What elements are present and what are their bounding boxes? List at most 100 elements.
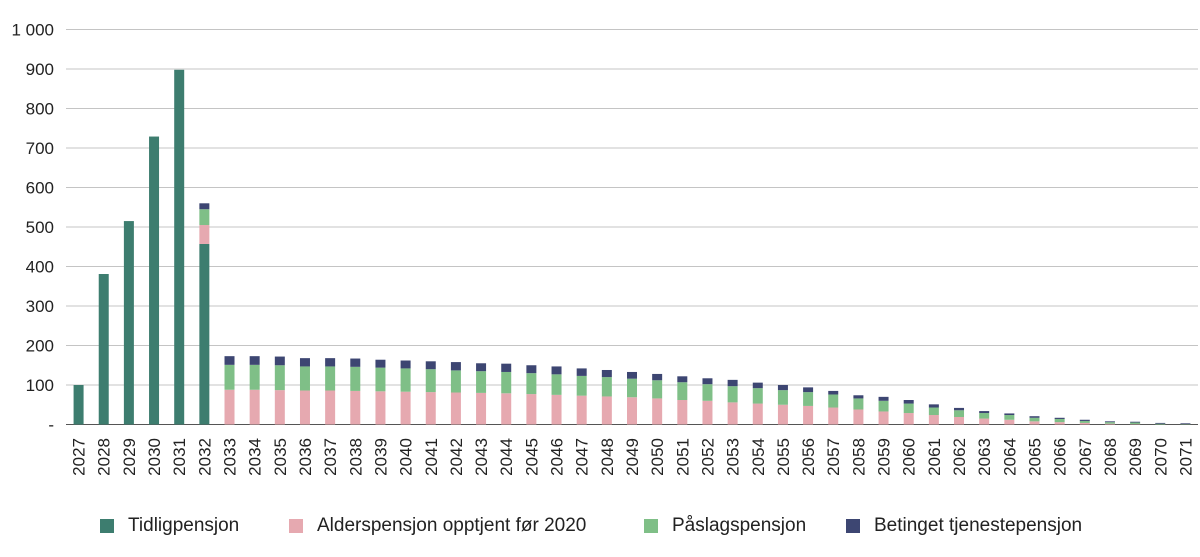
bar-segment-alderspensjon-2044	[501, 393, 512, 425]
bar-segment-paslagspensjon-2057	[828, 394, 839, 408]
bar-segment-paslagspensjon-2042	[450, 370, 461, 393]
legend-item-paslagspensjon: Påslagspensjon	[644, 515, 806, 537]
bar-segment-paslagspensjon-2038	[350, 366, 361, 391]
x-tick-label: 2060	[900, 438, 919, 476]
bar-segment-alderspensjon-2054	[752, 403, 763, 425]
legend-item-alderspensjon: Alderspensjon opptjent før 2020	[289, 515, 586, 537]
bar-segment-betinget-tjenestepensjon-2057	[828, 390, 839, 395]
bar-segment-alderspensjon-2059	[878, 411, 889, 425]
x-tick-label: 2041	[422, 438, 441, 476]
x-tick-label: 2069	[1126, 438, 1145, 476]
x-tick-label: 2056	[799, 438, 818, 476]
x-tick-label: 2044	[497, 438, 516, 476]
bar-segment-alderspensjon-2068	[1104, 423, 1115, 425]
x-tick-label: 2037	[321, 438, 340, 476]
x-tick-label: 2049	[623, 438, 642, 476]
bar-segment-betinget-tjenestepensjon-2052	[702, 378, 713, 385]
bar-segment-alderspensjon-2053	[727, 402, 738, 425]
bar-segment-paslagspensjon-2034	[249, 364, 260, 390]
y-tick-label: 700	[26, 139, 54, 158]
bar-segment-paslagspensjon-2060	[903, 403, 914, 414]
bar-segment-betinget-tjenestepensjon-2054	[752, 382, 763, 389]
x-tick-label: 2063	[975, 438, 994, 476]
bar-segment-betinget-tjenestepensjon-2039	[375, 359, 386, 368]
bar-segment-betinget-tjenestepensjon-2060	[903, 400, 914, 404]
bar-segment-betinget-tjenestepensjon-2053	[727, 379, 738, 387]
bar-segment-paslagspensjon-2033	[224, 364, 235, 390]
bar-segment-paslagspensjon-2036	[299, 366, 310, 391]
bar-segment-tidligpensjon-2029	[123, 221, 134, 425]
bars	[73, 69, 1191, 425]
bar-segment-betinget-tjenestepensjon-2037	[325, 358, 336, 367]
bar-segment-betinget-tjenestepensjon-2071	[1180, 423, 1191, 425]
bar-segment-paslagspensjon-2062	[954, 410, 965, 417]
bar-segment-betinget-tjenestepensjon-2067	[1079, 419, 1090, 421]
bar-segment-betinget-tjenestepensjon-2047	[576, 368, 587, 376]
x-axis-tick-labels: 2027 2028 2029 2030 2031 2032 2033 2034 2035 2036…	[70, 438, 1196, 476]
bar-segment-paslagspensjon-2040	[400, 368, 411, 392]
x-tick-label: 2048	[598, 438, 617, 476]
bar-segment-paslagspensjon-2053	[727, 386, 738, 403]
bar-segment-betinget-tjenestepensjon-2059	[878, 396, 889, 401]
x-tick-label: 2055	[774, 438, 793, 476]
bar-segment-paslagspensjon-2064	[1004, 415, 1015, 420]
x-tick-label: 2066	[1051, 438, 1070, 476]
bar-segment-alderspensjon-2055	[777, 404, 788, 425]
bar-segment-paslagspensjon-2043	[476, 371, 487, 393]
bar-segment-alderspensjon-2039	[375, 391, 386, 425]
bar-segment-paslagspensjon-2052	[702, 384, 713, 401]
bar-segment-betinget-tjenestepensjon-2044	[501, 363, 512, 372]
x-tick-label: 2038	[346, 438, 365, 476]
bar-segment-alderspensjon-2035	[274, 390, 285, 425]
x-tick-label: 2031	[170, 438, 189, 476]
bar-segment-paslagspensjon-2054	[752, 388, 763, 404]
y-tick-label: 600	[26, 179, 54, 198]
bar-segment-paslagspensjon-2047	[576, 375, 587, 396]
bar-segment-paslagspensjon-2046	[551, 374, 562, 395]
x-tick-label: 2040	[397, 438, 416, 476]
bar-segment-betinget-tjenestepensjon-2065	[1029, 416, 1040, 418]
bar-segment-betinget-tjenestepensjon-2064	[1004, 413, 1015, 416]
bar-segment-paslagspensjon-2069	[1130, 422, 1141, 425]
bar-segment-tidligpensjon-2028	[98, 274, 109, 425]
bar-segment-betinget-tjenestepensjon-2062	[954, 407, 965, 411]
y-axis-tick-labels: - 100 200 300 400 500 600 700 800 900 1 000	[11, 21, 54, 435]
x-tick-label: 2054	[749, 438, 768, 476]
bar-segment-paslagspensjon-2068	[1104, 422, 1115, 424]
bar-segment-tidligpensjon-2032	[199, 243, 210, 425]
x-tick-label: 2064	[1000, 438, 1019, 476]
bar-segment-alderspensjon-2056	[803, 405, 814, 425]
y-tick-label: 400	[26, 258, 54, 277]
bar-segment-betinget-tjenestepensjon-2056	[803, 387, 814, 393]
bar-segment-betinget-tjenestepensjon-2041	[425, 361, 436, 370]
bar-segment-alderspensjon-2041	[425, 392, 436, 425]
bar-segment-betinget-tjenestepensjon-2040	[400, 360, 411, 369]
bar-segment-betinget-tjenestepensjon-2032	[199, 203, 210, 210]
bar-segment-paslagspensjon-2037	[325, 366, 336, 391]
y-tick-label: 500	[26, 218, 54, 237]
x-tick-label: 2047	[573, 438, 592, 476]
legend-swatch-tidligpensjon	[100, 519, 114, 533]
bar-segment-betinget-tjenestepensjon-2036	[299, 358, 310, 367]
x-tick-label: 2071	[1176, 438, 1195, 476]
legend-label-paslagspensjon: Påslagspensjon	[672, 515, 807, 536]
bar-segment-paslagspensjon-2041	[425, 369, 436, 393]
bar-segment-alderspensjon-2048	[601, 396, 612, 425]
x-tick-label: 2046	[548, 438, 567, 476]
bar-segment-paslagspensjon-2035	[274, 365, 285, 391]
y-tick-label: 900	[26, 60, 54, 79]
bar-segment-paslagspensjon-2032	[199, 209, 210, 226]
bar-segment-paslagspensjon-2044	[501, 371, 512, 394]
x-tick-label: 2034	[246, 438, 265, 476]
bar-segment-alderspensjon-2052	[702, 400, 713, 425]
bar-segment-alderspensjon-2063	[979, 418, 990, 425]
bar-segment-alderspensjon-2032	[199, 225, 210, 244]
bar-segment-tidligpensjon-2030	[149, 136, 160, 425]
legend-label-alderspensjon: Alderspensjon opptjent før 2020	[317, 515, 587, 536]
bar-segment-alderspensjon-2036	[299, 390, 310, 425]
bar-segment-betinget-tjenestepensjon-2042	[450, 362, 461, 371]
bar-segment-paslagspensjon-2065	[1029, 417, 1040, 422]
bar-segment-alderspensjon-2038	[350, 390, 361, 425]
bar-segment-alderspensjon-2064	[1004, 419, 1015, 425]
